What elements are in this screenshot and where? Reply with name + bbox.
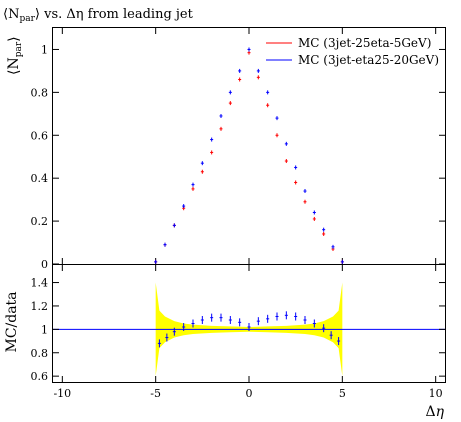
top-y-label-prefix: ⟨N: [6, 57, 22, 75]
chart-title-subscript: par: [19, 14, 35, 24]
top-y-tick-label: 0.4: [31, 172, 49, 185]
top-y-axis-label: ⟨Npar⟩: [6, 36, 24, 75]
top-y-label-suffix: ⟩: [6, 36, 22, 41]
chart-title-prefix: ⟨N: [3, 7, 19, 22]
ratio-y-axis-label: MC/data: [4, 291, 20, 352]
ratio-y-tick-label: 1.2: [31, 300, 49, 313]
x-tick-label: 0: [246, 387, 253, 400]
top-y-label-subscript: par: [14, 41, 24, 57]
ratio-y-tick-label: 0.8: [31, 347, 49, 360]
x-tick-label: 10: [429, 387, 443, 400]
legend-label-series-1: MC (3jet-25eta-5GeV): [298, 36, 431, 50]
x-tick-label: -5: [150, 387, 161, 400]
top-y-tick-label: 0.8: [31, 86, 49, 99]
top-panel-series: [154, 47, 344, 264]
ratio-y-tick-label: 1.4: [31, 277, 49, 290]
x-tick-label: 5: [339, 387, 346, 400]
chart-title: ⟨Npar⟩ vs. Δη from leading jet: [3, 7, 194, 24]
x-ticks: -10 -5 0 5 10: [53, 28, 443, 400]
legend: MC (3jet-25eta-5GeV) MC (3jet-eta25-20Ge…: [266, 36, 439, 67]
x-axis-label-prefix: Δ: [425, 404, 435, 420]
top-y-ticks: 0 0.2 0.4 0.6 0.8 1: [31, 43, 445, 271]
top-y-tick-label: 1: [41, 43, 48, 56]
legend-label-series-2: MC (3jet-eta25-20GeV): [298, 53, 439, 67]
ratio-y-tick-label: 0.6: [31, 370, 49, 383]
x-tick-label: -10: [53, 387, 71, 400]
top-y-tick-label: 0.6: [31, 129, 49, 142]
ratio-y-tick-label: 1: [41, 323, 48, 336]
top-y-tick-label: 0.2: [31, 215, 49, 228]
x-axis-label: Δη: [425, 404, 444, 420]
x-axis-label-symbol: η: [436, 404, 445, 420]
ratio-panel-frame: [52, 264, 446, 383]
chart-title-suffix: ⟩ vs. Δη from leading jet: [35, 7, 194, 22]
ratio-panel-series: [157, 311, 341, 348]
ratio-y-ticks: 0.6 0.8 1 1.2 1.4: [31, 277, 445, 383]
top-y-tick-label: 0: [41, 258, 48, 271]
